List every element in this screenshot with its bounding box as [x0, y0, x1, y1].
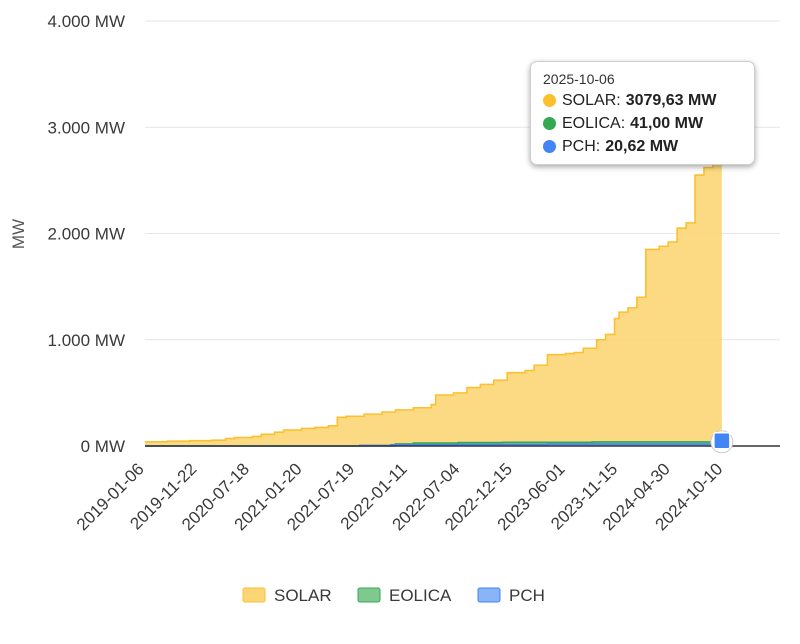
legend-label-solar: SOLAR: [274, 586, 332, 605]
tooltip-series-value: 3079,63 MW: [625, 91, 717, 109]
legend: SOLAR EOLICA PCH: [242, 586, 545, 605]
tooltip-row-solar: SOLAR: 3079,63 MW: [543, 89, 742, 112]
tooltip-row-pch: PCH: 20,62 MW: [543, 135, 742, 158]
tooltip-series-value: 20,62 MW: [605, 137, 679, 155]
tooltip-series-name: EOLICA: [562, 114, 621, 132]
pch-dot-icon: [543, 140, 556, 153]
legend-label-eolica: EOLICA: [389, 586, 452, 605]
legend-swatch-solar: [242, 587, 266, 603]
series-line-solar: [145, 118, 723, 443]
tooltip-series-name: SOLAR: [562, 91, 617, 109]
marker-pch: [713, 432, 731, 450]
y-axis-label: MW: [9, 219, 28, 249]
legend-swatch-eolica: [357, 587, 381, 603]
y-tick-label: 0 MW: [81, 437, 125, 456]
series-area-solar: [145, 118, 722, 447]
tooltip-series-name: PCH: [562, 137, 596, 155]
y-tick-label: 3.000 MW: [48, 118, 125, 137]
y-tick-label: 2.000 MW: [48, 225, 125, 244]
tooltip-row-eolica: EOLICA: 41,00 MW: [543, 112, 742, 135]
x-axis: 2019-01-062019-11-222020-07-182021-01-20…: [73, 445, 780, 534]
tooltip-date: 2025-10-06: [543, 71, 615, 87]
legend-label-pch: PCH: [509, 586, 545, 605]
y-axis-ticks: 0 MW 1.000 MW 2.000 MW 3.000 MW 4.000 MW: [48, 12, 125, 456]
y-tick-label: 4.000 MW: [48, 12, 125, 31]
eolica-dot-icon: [543, 117, 556, 130]
legend-swatch-pch: [477, 587, 501, 603]
solar-dot-icon: [543, 94, 556, 107]
series-areas: [145, 118, 723, 447]
tooltip: 2025-10-06 SOLAR: 3079,63 MW EOLICA: 41,…: [530, 61, 755, 165]
y-tick-label: 1.000 MW: [48, 331, 125, 350]
tooltip-series-value: 41,00 MW: [630, 114, 704, 132]
